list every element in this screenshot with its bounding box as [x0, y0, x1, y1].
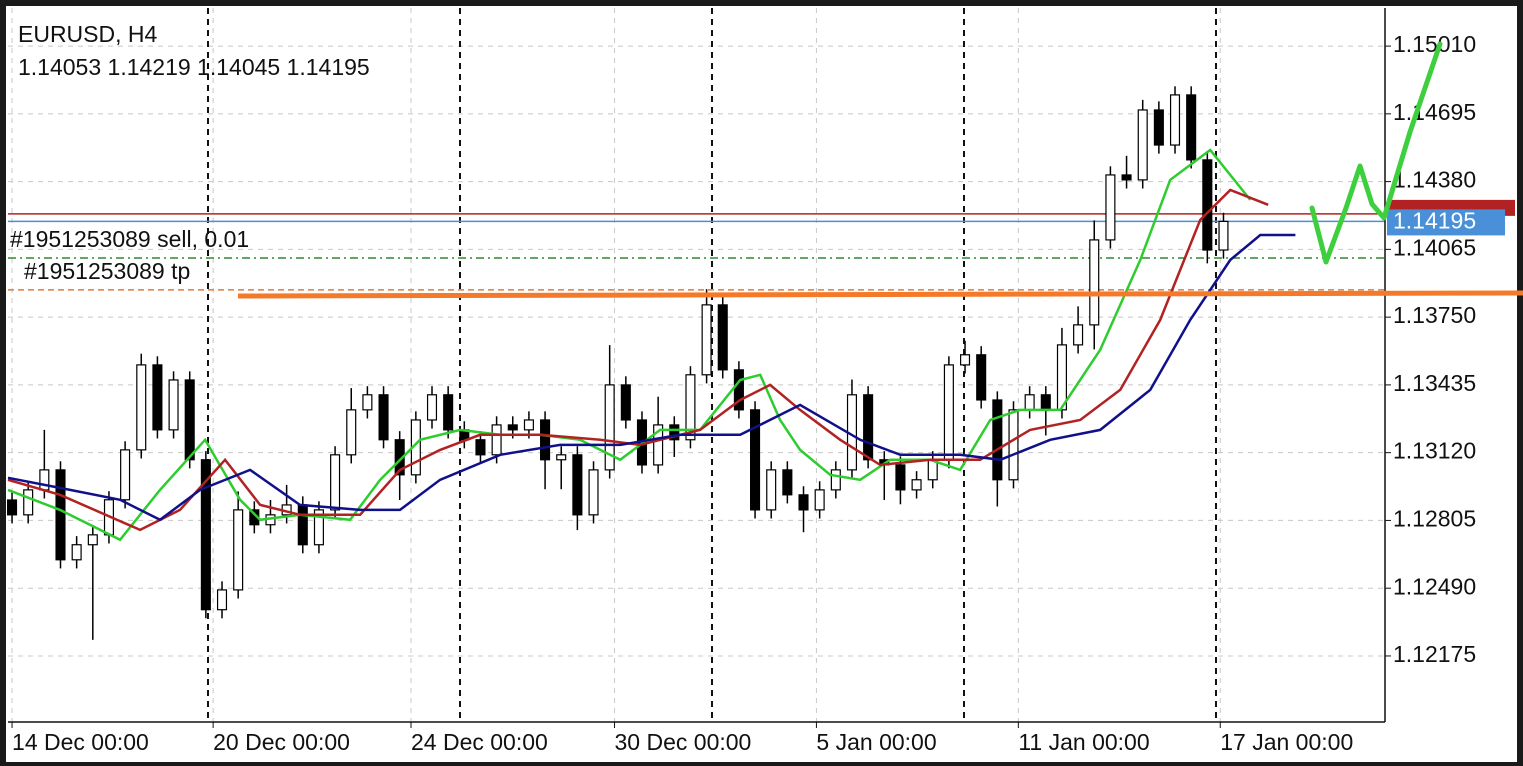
candle-body [1008, 409, 1019, 481]
candle-body [830, 469, 841, 491]
candle-body [378, 394, 389, 441]
candle-body [443, 394, 454, 431]
y-tick-label: 1.14065 [1393, 234, 1476, 260]
candle-body [313, 509, 324, 546]
candle-body [911, 479, 922, 491]
candle-body [216, 589, 228, 611]
y-tick-label: 1.13435 [1393, 370, 1476, 396]
x-tick-label: 30 Dec 00:00 [615, 729, 752, 755]
candle-body [1073, 324, 1084, 346]
candle-body [733, 369, 744, 411]
candle-body [588, 469, 599, 516]
candle-body [1153, 109, 1164, 146]
candle-body [976, 354, 987, 401]
order-label: #1951253089 sell, 0.01 [10, 226, 249, 252]
symbol-title: EURUSD, H4 [18, 21, 158, 47]
candle-body [863, 394, 874, 461]
drawn-support-line [237, 290, 1523, 299]
candle-body [39, 469, 50, 491]
candle-body [540, 419, 551, 461]
candle-body [475, 439, 486, 456]
candle-body [1089, 239, 1100, 326]
candle-body [782, 469, 793, 496]
candle-body [507, 424, 518, 431]
candle-body [1218, 220, 1229, 251]
candle-body [6, 499, 18, 516]
candle-body [1024, 394, 1035, 411]
candle-body [1121, 174, 1132, 181]
candle-body [426, 394, 438, 421]
candle-body [200, 459, 211, 611]
ohlc-info: 1.14053 1.14219 1.14045 1.14195 [18, 54, 370, 80]
candle-body [184, 379, 195, 461]
drawn-arrow [1309, 41, 1443, 265]
candle-body [556, 454, 567, 461]
y-tick-label: 1.12175 [1393, 641, 1476, 667]
candle-body [750, 409, 761, 511]
x-tick-label: 17 Jan 00:00 [1220, 729, 1353, 755]
candle-body [330, 454, 341, 511]
marks [6, 86, 1296, 640]
candle-body [604, 384, 615, 471]
order-label: #1951253089 tp [24, 258, 190, 284]
candle-body [152, 364, 163, 431]
x-tick-label: 20 Dec 00:00 [213, 729, 350, 755]
candle-body [120, 449, 131, 501]
bid-tag [1387, 209, 1505, 236]
y-tick-label: 1.13750 [1393, 302, 1476, 328]
candle-body [136, 364, 147, 451]
candle-body [87, 534, 98, 546]
y-tick-label: 1.13120 [1393, 438, 1476, 464]
candle-body [233, 509, 244, 591]
candle-body [685, 374, 696, 441]
candle-body [620, 384, 631, 421]
candle-body [798, 494, 809, 511]
candle-body [71, 544, 82, 561]
x-tick-label: 11 Jan 00:00 [1018, 729, 1149, 755]
candle-body [701, 304, 712, 376]
candle-body [55, 469, 66, 561]
candle-body [23, 489, 34, 516]
candle-body [491, 424, 502, 456]
candle-body [669, 424, 680, 441]
panel [6, 6, 1517, 762]
candle-body [992, 399, 1003, 481]
candle-body [346, 409, 357, 456]
x-tick-label: 24 Dec 00:00 [411, 729, 548, 755]
y-tick-label: 1.14695 [1393, 99, 1476, 125]
candle-body [653, 424, 664, 466]
y-tick-label: 1.12805 [1393, 506, 1476, 532]
candle-body [895, 464, 906, 491]
candle-body [766, 469, 777, 511]
candle-body [1040, 394, 1051, 411]
candle-body [717, 304, 728, 371]
candle-body [523, 419, 534, 431]
candle-body [297, 504, 308, 546]
candle-body [959, 354, 971, 366]
bid-tag-label: 1.14195 [1393, 207, 1476, 233]
candle-body [572, 454, 583, 516]
moving-average [7, 233, 1296, 522]
candle-body [1169, 94, 1181, 146]
candle-body [943, 364, 954, 461]
axis-labels: 1.150101.146951.143801.140651.137501.134… [12, 31, 1515, 755]
x-tick-label: 14 Dec 00:00 [12, 729, 149, 755]
candle-body [814, 489, 825, 511]
candle-body [1105, 174, 1116, 241]
candle-body [1186, 94, 1197, 161]
x-tick-label: 5 Jan 00:00 [816, 729, 936, 755]
y-tick-label: 1.14380 [1393, 167, 1476, 193]
candle-body [1202, 159, 1213, 251]
grid [8, 8, 1391, 728]
candle-body [362, 394, 373, 411]
candle-body [1056, 344, 1067, 411]
candle-body [168, 379, 179, 431]
y-tick-label: 1.12490 [1393, 573, 1476, 599]
candle-body [1137, 109, 1148, 181]
moving-average [7, 188, 1269, 532]
